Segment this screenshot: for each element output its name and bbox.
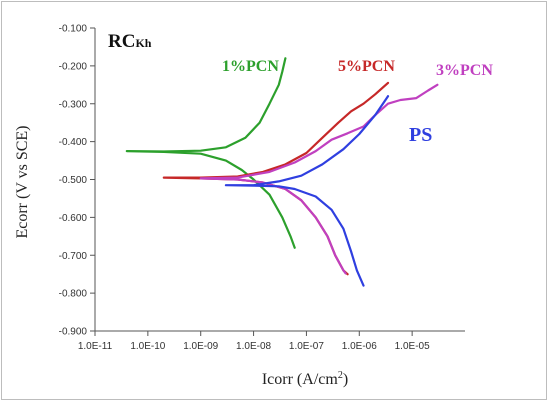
annotation-5pcn: 5%PCN: [338, 58, 395, 75]
series-line-1pcn: [125, 57, 296, 249]
x-tick-label: 1.0E-06: [342, 341, 377, 352]
labels: RCKh 1%PCN 5%PCN 3%PCN PS Icorr (A/cm2) …: [14, 31, 493, 388]
x-tick-label: 1.0E-10: [130, 341, 165, 352]
y-tick-label: -0.400: [59, 137, 88, 148]
x-tick-label: 1.0E-07: [289, 341, 324, 352]
curves: [125, 57, 439, 287]
y-tick-label: -0.800: [59, 289, 88, 300]
y-tick-label: -0.100: [59, 24, 88, 35]
y-tick-label: -0.300: [59, 99, 88, 110]
axes: -0.900 -0.800 -0.700 -0.600 -0.500 -0.400 -0.3…: [59, 24, 465, 352]
x-tick-label: 1.0E-11: [78, 341, 113, 352]
y-tick-label: -0.600: [59, 213, 88, 224]
x-axis-title: Icorr (A/cm2): [262, 370, 348, 388]
y-tick-label: -0.500: [59, 175, 88, 186]
series-line-ps: [224, 95, 390, 287]
series-line-5pcn: [162, 81, 390, 276]
y-tick-label: -0.200: [59, 61, 88, 72]
y-tick-label: -0.700: [59, 251, 88, 262]
series-line-3pcn: [199, 83, 439, 275]
chart-title: RCKh: [108, 31, 152, 52]
y-axis-title: Ecorr (V vs SCE): [14, 125, 31, 238]
x-tick-label: 1.0E-05: [395, 341, 430, 352]
x-tick-label: 1.0E-08: [236, 341, 271, 352]
annotation-1pcn: 1%PCN: [222, 58, 279, 75]
annotation-ps: PS: [409, 124, 432, 146]
annotation-3pcn: 3%PCN: [436, 62, 493, 79]
x-tick-label: 1.0E-09: [183, 341, 218, 352]
y-tick-label: -0.900: [59, 327, 88, 338]
